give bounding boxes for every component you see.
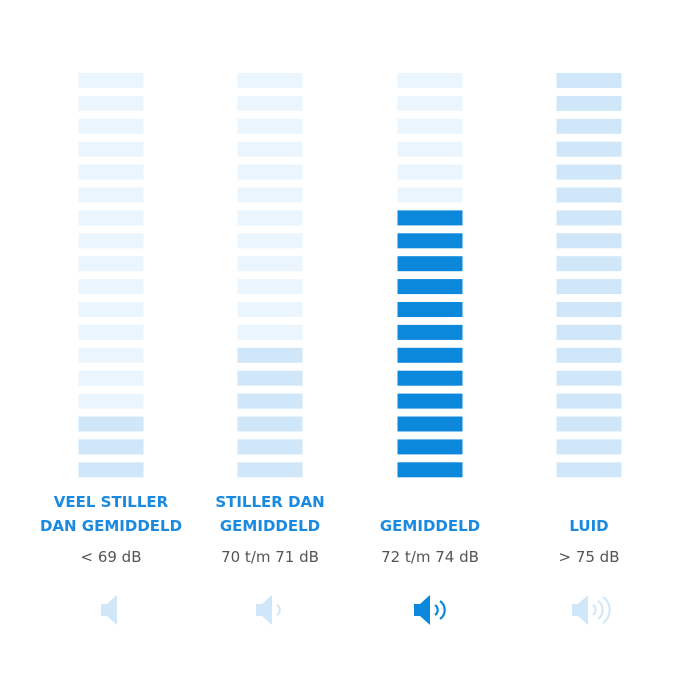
level-bar — [556, 164, 622, 180]
level-bar — [237, 462, 303, 478]
speaker-icon — [572, 595, 611, 625]
level-bar — [237, 187, 303, 203]
level-bar — [78, 141, 144, 157]
column-label: DAN GEMIDDELD — [40, 517, 182, 535]
db-range: < 69 dB — [80, 548, 141, 566]
level-bar — [237, 164, 303, 180]
level-bar — [556, 462, 622, 478]
level-bar — [78, 439, 144, 455]
level-bar — [556, 233, 622, 249]
level-bar — [556, 118, 622, 134]
level-bar — [397, 256, 463, 272]
level-bar — [556, 256, 622, 272]
level-bar — [556, 302, 622, 317]
speaker-icons — [101, 595, 611, 625]
db-range: > 75 dB — [558, 548, 619, 566]
db-range: 70 t/m 71 dB — [221, 548, 319, 566]
level-bar — [397, 95, 463, 111]
level-bar — [397, 73, 463, 88]
level-bar — [78, 393, 144, 409]
level-bar — [556, 279, 622, 295]
level-bar — [237, 141, 303, 157]
level-bar — [237, 95, 303, 111]
level-bar — [78, 73, 144, 88]
column-label: LUID — [569, 517, 608, 535]
level-bar — [78, 233, 144, 249]
level-bar — [556, 439, 622, 455]
level-bar — [556, 416, 622, 432]
column-label: GEMIDDELD — [220, 517, 320, 535]
level-bar — [237, 347, 303, 363]
level-bar — [397, 164, 463, 180]
db-range: 72 t/m 74 dB — [381, 548, 479, 566]
level-bar — [78, 95, 144, 111]
level-bar — [397, 187, 463, 203]
level-bar — [237, 370, 303, 386]
level-bar — [397, 118, 463, 134]
level-bar — [556, 210, 622, 226]
level-bar — [556, 324, 622, 340]
level-bar — [78, 164, 144, 180]
level-bar — [556, 187, 622, 203]
level-bar — [237, 416, 303, 432]
level-bar — [237, 210, 303, 226]
level-bar — [237, 279, 303, 295]
level-bar — [397, 302, 463, 317]
level-bar — [397, 439, 463, 455]
level-bar — [78, 324, 144, 340]
level-bar — [78, 462, 144, 478]
level-bar — [397, 141, 463, 157]
level-bar — [556, 95, 622, 111]
level-bar — [397, 370, 463, 386]
column-label: STILLER DAN — [215, 493, 324, 511]
level-bar — [397, 393, 463, 409]
level-bar — [78, 118, 144, 134]
level-bar — [78, 416, 144, 432]
level-bar — [237, 256, 303, 272]
column-label: VEEL STILLER — [54, 493, 169, 511]
level-bar — [78, 210, 144, 226]
level-bar — [237, 302, 303, 317]
column-label: GEMIDDELD — [380, 517, 480, 535]
level-bar — [556, 393, 622, 409]
level-bar — [397, 233, 463, 249]
level-bar — [397, 462, 463, 478]
level-bar — [78, 279, 144, 295]
level-bar — [556, 370, 622, 386]
level-bar — [237, 393, 303, 409]
level-bar — [397, 279, 463, 295]
level-bar — [78, 347, 144, 363]
level-bar — [78, 187, 144, 203]
level-bar — [78, 370, 144, 386]
level-bar — [397, 210, 463, 226]
level-bar — [78, 302, 144, 317]
speaker-icon — [256, 595, 281, 625]
level-bar — [397, 347, 463, 363]
speaker-icon — [101, 595, 117, 625]
level-bar — [556, 141, 622, 157]
speaker-icon — [414, 595, 446, 625]
level-bar — [556, 73, 622, 88]
level-bar — [237, 233, 303, 249]
level-bar — [237, 118, 303, 134]
level-bar — [237, 324, 303, 340]
level-bar — [78, 256, 144, 272]
level-bar — [397, 416, 463, 432]
level-bar — [237, 73, 303, 88]
level-bar — [556, 347, 622, 363]
level-bar — [237, 439, 303, 455]
level-bar — [397, 324, 463, 340]
